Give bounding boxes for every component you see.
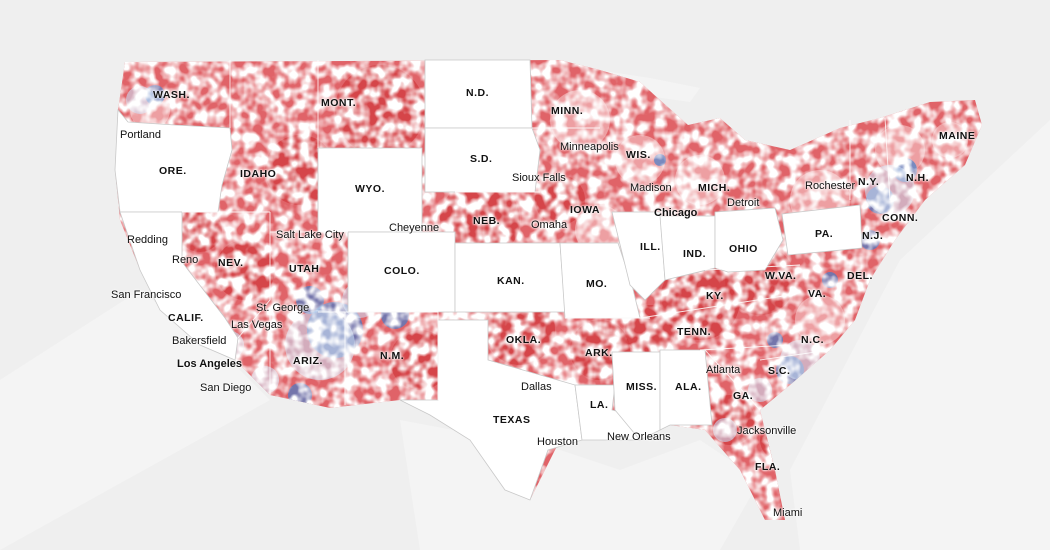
- city-label-omaha: Omaha: [531, 219, 568, 231]
- state-label-idaho: IDAHO: [240, 168, 277, 180]
- city-label-bakersfield: Bakersfield: [172, 335, 227, 347]
- state-label-colo: COLO.: [384, 265, 420, 277]
- city-label-redding: Redding: [127, 234, 168, 246]
- city-label-miami: Miami: [773, 507, 803, 519]
- state-label-nm: N.M.: [380, 350, 405, 362]
- city-label-madison: Madison: [630, 182, 672, 194]
- city-label-las-vegas: Las Vegas: [231, 319, 283, 331]
- state-label-ohio: OHIO: [729, 243, 758, 255]
- city-label-salt-lake-city: Salt Lake City: [276, 229, 344, 241]
- state-label-tenn: TENN.: [677, 326, 711, 338]
- city-label-sioux-falls: Sioux Falls: [512, 172, 566, 184]
- city-label-jacksonville: Jacksonville: [737, 425, 797, 437]
- state-label-miss: MISS.: [626, 381, 658, 393]
- no-data-states: [114, 59, 863, 501]
- state-label-del: DEL.: [847, 270, 873, 282]
- state-label-minn: MINN.: [551, 105, 584, 117]
- city-label-detroit: Detroit: [727, 197, 760, 209]
- state-label-nev: NEV.: [218, 257, 244, 269]
- state-label-nh: N.H.: [906, 172, 929, 184]
- state-south-dakota: [424, 127, 541, 193]
- city-label-san-diego: San Diego: [200, 382, 252, 394]
- state-label-okla: OKLA.: [506, 334, 542, 346]
- state-label-iowa: IOWA: [570, 204, 600, 216]
- state-california: [119, 211, 239, 361]
- state-label-sd: S.D.: [470, 153, 493, 165]
- state-label-neb: NEB.: [473, 215, 501, 227]
- state-label-kan: KAN.: [497, 275, 525, 287]
- state-label-ala: ALA.: [675, 381, 702, 393]
- city-label-san-francisco: San Francisco: [111, 289, 182, 301]
- state-label-ariz: ARIZ.: [293, 355, 323, 367]
- city-label-cheyenne: Cheyenne: [389, 222, 440, 234]
- state-label-ky: KY.: [706, 290, 724, 302]
- city-label-rochester: Rochester: [805, 180, 856, 192]
- state-illinois: [611, 211, 666, 301]
- state-label-ga: GA.: [733, 390, 754, 402]
- state-label-wyo: WYO.: [355, 183, 385, 195]
- state-label-wva: W.VA.: [765, 270, 797, 282]
- city-label-atlanta: Atlanta: [706, 364, 741, 376]
- city-label-st-george: St. George: [256, 302, 310, 314]
- state-label-ore: ORE.: [159, 165, 187, 177]
- state-label-pa: PA.: [815, 228, 834, 240]
- state-label-mich: MICH.: [698, 182, 731, 194]
- city-label-portland: Portland: [120, 129, 161, 141]
- state-oregon: [114, 108, 233, 213]
- state-alabama: [659, 349, 713, 431]
- state-ohio: [714, 207, 784, 273]
- state-label-wash: WASH.: [153, 89, 190, 101]
- state-label-nc: N.C.: [801, 334, 824, 346]
- state-label-mont: MONT.: [321, 97, 357, 109]
- state-label-ny: N.Y.: [858, 176, 880, 188]
- state-label-calif: CALIF.: [168, 312, 204, 324]
- state-label-wis: WIS.: [626, 149, 651, 161]
- state-label-utah: UTAH: [289, 263, 320, 275]
- state-label-sc: S.C.: [768, 365, 791, 377]
- state-borders: [182, 60, 891, 411]
- state-mississippi: [611, 351, 661, 441]
- state-label-mo: MO.: [586, 278, 608, 290]
- atlantic-ocean: [790, 120, 1050, 550]
- state-label-nj: N.J.: [862, 230, 884, 242]
- city-label-new-orleans: New Orleans: [607, 431, 671, 443]
- city-label-houston: Houston: [537, 436, 578, 448]
- state-label-maine: MAINE: [939, 130, 976, 142]
- state-pennsylvania: [781, 204, 863, 256]
- state-missouri: [559, 242, 641, 319]
- state-label-nd: N.D.: [466, 87, 489, 99]
- state-label-ark: ARK.: [585, 347, 613, 359]
- state-label-va: VA.: [808, 288, 827, 300]
- state-label-ind: IND.: [683, 248, 706, 260]
- state-label-conn: CONN.: [882, 212, 919, 224]
- city-label-chicago: Chicago: [654, 207, 698, 219]
- state-label-fla: FLA.: [755, 461, 781, 473]
- city-label-dallas: Dallas: [521, 381, 552, 393]
- pacific-ocean: [0, 290, 270, 550]
- state-label-ill: ILL.: [640, 241, 661, 253]
- city-label-los-angeles: Los Angeles: [177, 358, 242, 370]
- state-label-la: LA.: [590, 399, 609, 411]
- state-texas: [399, 319, 583, 501]
- city-label-minneapolis: Minneapolis: [560, 141, 619, 153]
- state-label-texas: TEXAS: [493, 414, 531, 426]
- city-label-reno: Reno: [172, 254, 199, 266]
